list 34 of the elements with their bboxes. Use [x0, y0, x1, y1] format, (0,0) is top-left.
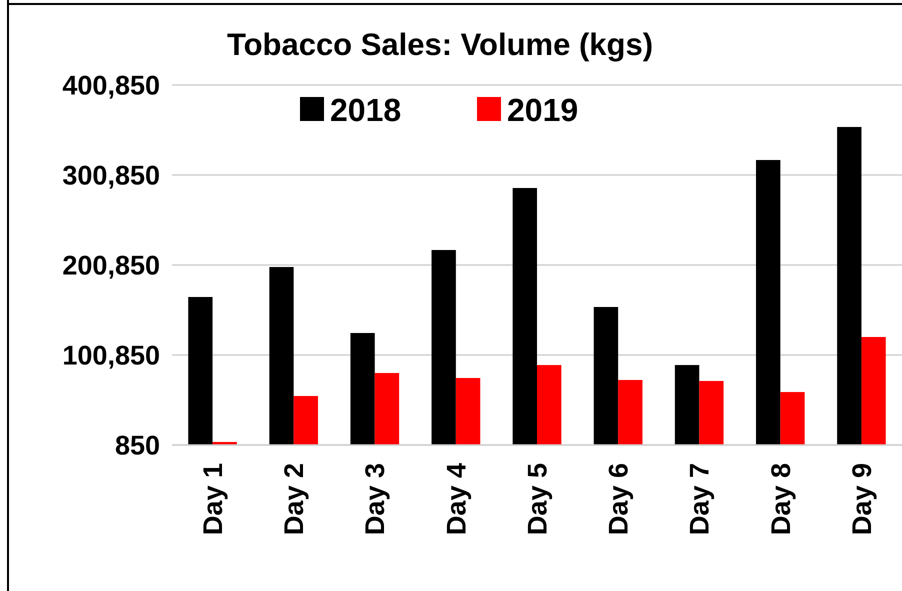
bar	[350, 332, 375, 445]
x-tick-label: Day 1	[198, 463, 228, 536]
bar	[374, 373, 400, 445]
y-tick-label: 400,850	[62, 70, 160, 100]
bar	[456, 378, 480, 445]
x-tick-label: Day 9	[846, 463, 877, 536]
x-tick-label: Day 6	[604, 463, 634, 536]
y-tick-label: 850	[114, 430, 160, 460]
legend-label: 2018	[330, 92, 402, 128]
y-tick-label: 200,850	[62, 250, 160, 280]
bar	[188, 296, 213, 445]
bar	[837, 126, 862, 445]
bar	[269, 267, 294, 445]
legend-label: 2019	[507, 92, 578, 128]
bar	[294, 396, 318, 445]
bar	[674, 365, 700, 445]
x-tick-label: Day 4	[441, 463, 472, 536]
bar	[594, 306, 618, 445]
bar	[861, 337, 886, 445]
bar	[537, 365, 562, 445]
x-tick-label: Day 3	[360, 463, 390, 536]
bar	[780, 392, 805, 445]
x-tick-label: Day 8	[766, 463, 796, 536]
x-tick-label: Day 7	[684, 463, 715, 536]
bar	[699, 380, 724, 445]
bar	[432, 250, 456, 445]
x-tick-label: Day 5	[522, 463, 552, 536]
y-tick-label: 300,850	[62, 160, 160, 190]
bar	[618, 380, 642, 445]
bar	[512, 188, 537, 445]
y-tick-label: 100,850	[62, 340, 160, 370]
bar	[756, 160, 780, 445]
x-tick-label: Day 2	[279, 463, 310, 536]
chart-title: Tobacco Sales: Volume (kgs)	[226, 27, 654, 62]
